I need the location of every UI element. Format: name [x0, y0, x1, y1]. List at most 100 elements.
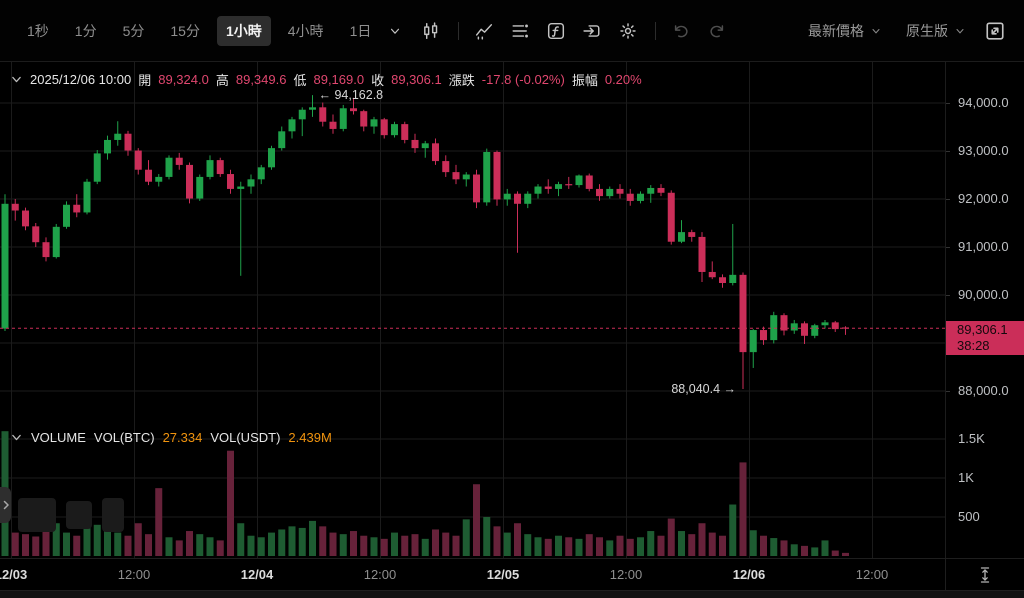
volume-bar	[667, 518, 675, 556]
price-scale-reset-cell[interactable]	[945, 559, 1024, 591]
candle	[114, 133, 122, 140]
candle	[811, 325, 819, 336]
candle	[319, 107, 327, 122]
export-icon[interactable]	[581, 20, 603, 42]
price-axis[interactable]: 89,306.1 38:28 94,000.0 93,000.0 92,000.0 9…	[945, 62, 1024, 558]
chevron-down-icon	[872, 28, 880, 34]
timeframe-4小時[interactable]: 4小時	[287, 22, 324, 39]
volume-bar	[247, 535, 255, 556]
timeframe-1小時[interactable]: 1小時	[216, 15, 271, 46]
candle	[350, 108, 357, 112]
volume-title: VOLUME	[31, 430, 86, 445]
volume-bar	[237, 523, 245, 556]
current-price-value: 89,306.1	[957, 322, 1008, 338]
collapse-volume-pane-icon[interactable]	[10, 431, 23, 444]
version-dropdown[interactable]: 原生版	[906, 21, 966, 41]
watermark	[18, 498, 124, 532]
volume-bar	[626, 538, 634, 556]
candle	[801, 323, 808, 336]
candle	[104, 139, 111, 154]
panel-expand-icon	[3, 500, 9, 510]
time-axis-labels: 12/03 12:00 12/04 12:00 12/05 12:00 12/06 12:00	[0, 559, 945, 591]
candle	[380, 119, 388, 136]
display-settings-icon[interactable]	[509, 20, 531, 42]
volume-bar	[616, 535, 624, 556]
candle	[227, 174, 234, 189]
volume-axis-label: 500	[958, 509, 980, 524]
candle	[831, 322, 839, 330]
timeframe-group: 1秒 1分 5分 15分 1小時 4小時 1日	[18, 15, 380, 46]
candle	[729, 274, 737, 283]
price-mode-dropdown[interactable]: 最新價格	[808, 21, 882, 41]
price-axis-label: 94,000.0	[958, 95, 1009, 110]
chevron-down-icon[interactable]	[384, 20, 406, 42]
candle	[206, 160, 214, 177]
candlestick-style-icon[interactable]	[420, 20, 442, 42]
volume-bar	[411, 534, 419, 556]
panel-expand-handle[interactable]	[0, 487, 11, 523]
timeframe-5分[interactable]: 5分	[122, 22, 145, 39]
timeframe-1秒[interactable]: 1秒	[27, 22, 49, 39]
candle	[432, 143, 439, 162]
candle	[421, 143, 429, 149]
vol-btc-label: VOL(BTC)	[93, 430, 155, 445]
volume-bar	[309, 520, 316, 556]
timeframe-1日[interactable]: 1日	[349, 22, 372, 39]
volume-bar	[514, 523, 521, 556]
candle	[401, 124, 409, 140]
time-axis[interactable]: 12/03 12:00 12/04 12:00 12/05 12:00 12/06 12:00	[0, 558, 1024, 591]
candle	[708, 271, 716, 278]
price-axis-tick	[946, 295, 950, 296]
candle	[606, 188, 614, 197]
candle	[637, 193, 644, 201]
collapse-pane-icon[interactable]	[10, 73, 23, 86]
volume-bar	[760, 535, 767, 556]
chart-canvas[interactable]: ← 94,162.8 88,040.4 → 2025/12/06 10:00 開 …	[0, 62, 945, 558]
chart-toolbar: 1秒 1分 5分 15分 1小時 4小時 1日	[0, 0, 1024, 62]
undo-icon[interactable]	[670, 20, 692, 42]
indicators-icon[interactable]	[473, 20, 495, 42]
volume-bar	[216, 540, 224, 556]
candle	[524, 193, 532, 204]
time-axis-label: 12:00	[363, 567, 397, 582]
formula-icon[interactable]	[545, 20, 567, 42]
price-axis-tick	[946, 247, 950, 248]
volume-bar	[145, 534, 152, 556]
candle	[216, 160, 224, 175]
volume-bar	[104, 530, 111, 556]
redo-icon[interactable]	[706, 20, 728, 42]
candle	[565, 184, 573, 186]
volume-bar	[278, 529, 286, 556]
settings-gear-icon[interactable]	[617, 20, 639, 42]
candle	[616, 188, 624, 194]
volume-bar	[780, 540, 788, 556]
volume-bar	[380, 538, 388, 556]
candle	[288, 119, 296, 132]
vol-usdt-label: VOL(USDT)	[210, 430, 281, 445]
volume-bar	[93, 524, 101, 556]
volume-axis-label: 1.5K	[958, 431, 985, 446]
expand-icon[interactable]	[984, 20, 1006, 42]
volume-bar	[442, 532, 450, 556]
candle	[124, 133, 132, 151]
candle	[360, 111, 368, 127]
timeframe-15分[interactable]: 15分	[170, 22, 200, 39]
volume-bar	[421, 538, 429, 556]
volume-bar	[155, 488, 163, 556]
volume-bar	[801, 545, 808, 556]
timeframe-1分[interactable]: 1分	[74, 22, 97, 39]
bottom-strip	[0, 590, 1024, 598]
volume-bar	[360, 535, 368, 556]
current-price-badge: 89,306.1 38:28	[946, 321, 1024, 356]
toolbar-right-group: 最新價格 原生版	[794, 20, 1006, 42]
volume-bar	[350, 531, 357, 556]
candle	[493, 151, 501, 200]
volume-bar	[483, 517, 491, 556]
price-scale-icon	[980, 567, 990, 583]
candle	[278, 131, 286, 149]
candle	[842, 327, 849, 329]
volume-bar	[811, 547, 819, 556]
amplitude-value: 0.20%	[604, 72, 642, 87]
candle	[155, 176, 163, 182]
candle	[514, 193, 521, 204]
